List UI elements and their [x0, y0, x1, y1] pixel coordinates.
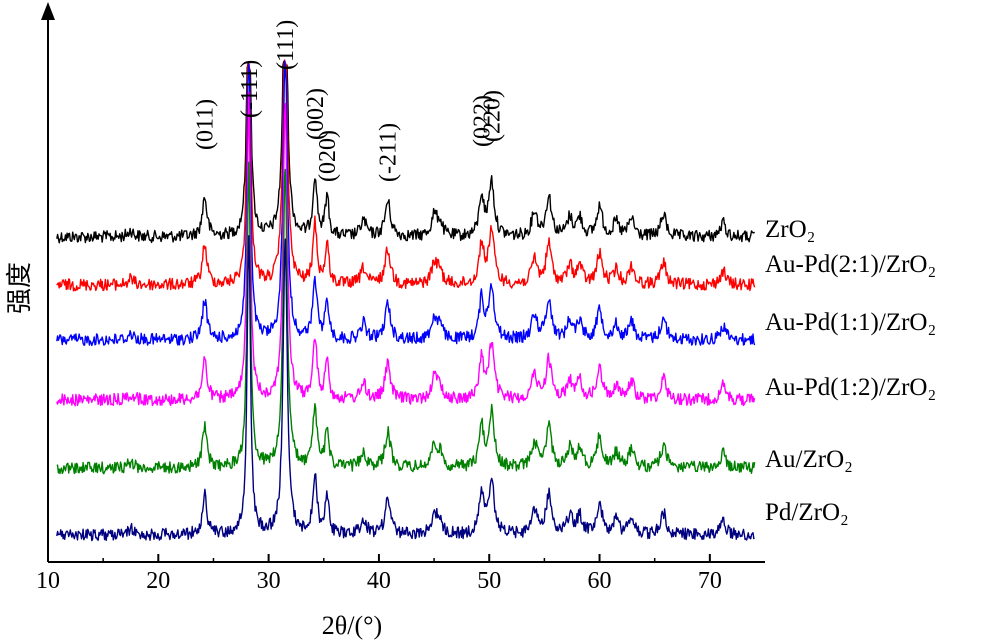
series-traces	[56, 59, 756, 542]
series-trace	[56, 91, 756, 407]
peak-labels: (011) (-111) (111)(002)(020) (-211) (022)(22…	[193, 20, 506, 182]
x-axis-title: 2θ/(°)	[322, 611, 382, 640]
series-label: Au-Pd(1:2)/ZrO₂	[765, 374, 936, 401]
axes	[41, 2, 765, 563]
series-trace	[56, 161, 756, 475]
x-tick-label: 30	[257, 568, 281, 594]
x-tick-label: 60	[588, 568, 612, 594]
x-tick-label: 50	[477, 568, 501, 594]
y-axis-arrow-icon	[41, 2, 55, 20]
peak-label: (002)	[303, 88, 329, 140]
y-axis-title: 强度	[5, 262, 34, 314]
peak-label: (020)	[315, 130, 341, 182]
x-ticks: 10 20 30 40 50 60 70	[36, 554, 722, 594]
peak-label: (-111)	[237, 60, 263, 118]
peak-label: (011)	[193, 99, 219, 150]
series-label: ZrO₂	[765, 216, 815, 243]
x-tick-label: 70	[698, 568, 722, 594]
series-trace	[56, 60, 756, 244]
peak-label: (022)	[470, 95, 496, 147]
series-label: Au-Pd(2:1)/ZrO₂	[765, 251, 936, 278]
series-label: Au/ZrO₂	[765, 446, 853, 473]
x-tick-label: 10	[36, 568, 60, 594]
peak-label: (111)	[273, 20, 299, 70]
x-tick-label: 40	[367, 568, 391, 594]
series-labels: ZrO₂ Au-Pd(2:1)/ZrO₂ Au-Pd(1:1)/ZrO₂ Au-Pd(…	[765, 216, 936, 526]
peak-label: (220)	[479, 90, 505, 142]
series-trace	[56, 59, 756, 292]
series-label: Pd/ZrO₂	[765, 499, 849, 526]
series-label: Au-Pd(1:1)/ZrO₂	[765, 309, 936, 336]
series-trace	[56, 60, 756, 347]
peak-label: (-211)	[376, 123, 402, 182]
x-tick-label: 20	[146, 568, 170, 594]
series-trace	[56, 235, 755, 542]
